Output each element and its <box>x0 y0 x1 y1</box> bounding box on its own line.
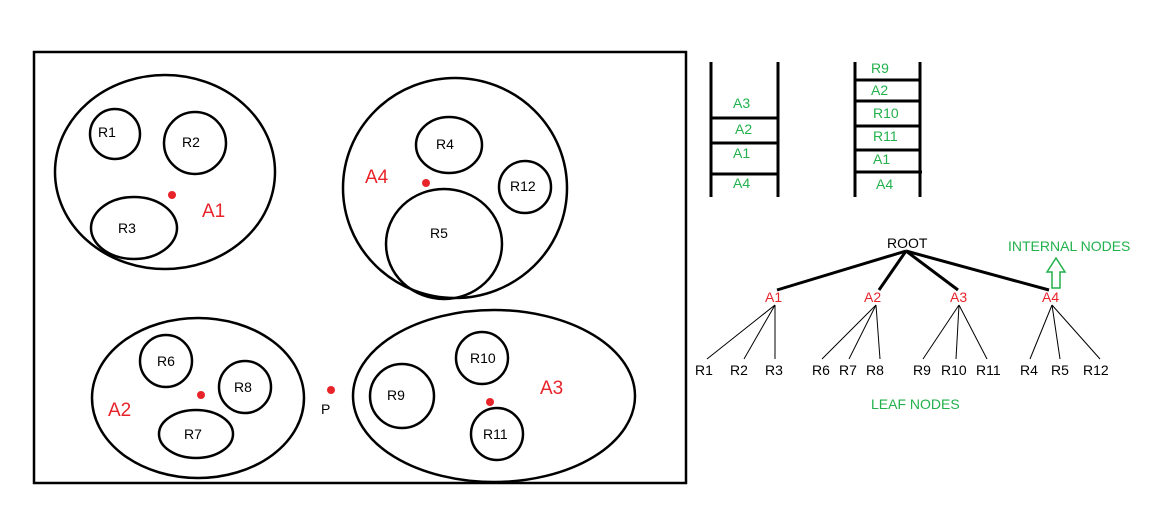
tree-leaf-node: R5 <box>1051 362 1069 378</box>
tree-edge-root-a3 <box>905 249 959 292</box>
region-r12-label: R12 <box>510 178 536 194</box>
region-r8-circle <box>217 359 273 415</box>
tree-leaf-node: R9 <box>913 362 931 378</box>
area-a1-ellipse <box>53 73 277 271</box>
region-r9-circle <box>368 362 436 430</box>
query-point-dot <box>327 386 335 394</box>
area-a2-label: A2 <box>108 400 131 421</box>
stack-2-item: A4 <box>876 176 893 192</box>
leaf-nodes-label: LEAF NODES <box>871 396 960 412</box>
area-a3-label: A3 <box>540 378 563 399</box>
region-r1-circle <box>88 107 142 161</box>
region-r10-label: R10 <box>470 350 496 366</box>
area-a4-center-dot <box>422 179 430 187</box>
area-a1-label: A1 <box>202 201 225 222</box>
region-r10-circle <box>454 330 510 386</box>
region-r2-label: R2 <box>182 134 200 150</box>
stack-1: A3 A2 A1 A4 <box>709 62 780 197</box>
region-r6-circle <box>138 333 194 389</box>
region-r9-label: R9 <box>387 387 405 403</box>
stack-1-item: A2 <box>735 121 752 137</box>
stack-1-item: A4 <box>733 175 750 191</box>
area-a4-label: A4 <box>365 167 389 188</box>
region-r3-ellipse <box>89 195 179 261</box>
tree-leaf-node: R11 <box>976 362 1001 378</box>
tree-leaf-node: R8 <box>866 362 884 378</box>
query-point-label: P <box>321 401 330 417</box>
region-r3-label: R3 <box>118 220 136 236</box>
region-r5-label: R5 <box>430 225 448 241</box>
tree-internal-node: A4 <box>1042 289 1059 305</box>
tree-edge-root-a2 <box>877 250 908 291</box>
region-r1-label: R1 <box>98 124 116 140</box>
tree-edge-root-a1 <box>776 249 907 292</box>
area-a2-center-dot <box>197 391 205 399</box>
stack-2-item: R10 <box>873 105 899 121</box>
stack-2-item: A1 <box>873 151 890 167</box>
area-a2-ellipse <box>90 316 306 480</box>
area-a1-center-dot <box>168 191 176 199</box>
region-r5-ellipse <box>384 187 504 301</box>
stack-1-item: A3 <box>733 95 750 111</box>
stack-2: R9 A2 R10 R11 A1 A4 <box>853 60 922 197</box>
tree-internal-node: A2 <box>864 289 881 305</box>
stack-2-item: R9 <box>871 60 889 76</box>
tree-internal-node: A3 <box>950 289 967 305</box>
internal-nodes-label: INTERNAL NODES <box>1008 238 1130 254</box>
tree-leaf-node: R12 <box>1083 362 1109 378</box>
area-a3-ellipse <box>351 308 637 484</box>
tree-leaf-node: R6 <box>812 362 830 378</box>
area-a3-center-dot <box>486 398 494 406</box>
tree-leaf-node: R4 <box>1020 362 1038 378</box>
tree-leaf-node: R1 <box>695 362 713 378</box>
region-r4-ellipse <box>414 115 484 175</box>
region-r6-label: R6 <box>157 353 175 369</box>
tree-root-label: ROOT <box>887 235 928 251</box>
region-r4-label: R4 <box>436 136 454 152</box>
tree-leaf-node: R2 <box>730 362 748 378</box>
region-r11-label: R11 <box>483 426 508 442</box>
up-arrow-icon <box>1045 256 1067 289</box>
region-r12-circle <box>497 159 553 215</box>
region-r7-ellipse <box>157 408 235 460</box>
tree-leaf-edges <box>706 304 1101 360</box>
tree-leaf-node: R3 <box>765 362 783 378</box>
space-boundary <box>32 50 688 485</box>
stack-2-item: R11 <box>873 128 898 144</box>
tree-leaf-node: R10 <box>941 362 967 378</box>
tree-internal-node: A1 <box>765 289 782 305</box>
tree-leaf-node: R7 <box>839 362 857 378</box>
region-r8-label: R8 <box>234 379 252 395</box>
region-r7-label: R7 <box>184 426 202 442</box>
stack-2-item: A2 <box>871 82 888 98</box>
stack-1-item: A1 <box>733 145 750 161</box>
tree-edge-root-a4 <box>905 249 1050 292</box>
region-r2-circle <box>162 110 228 176</box>
region-r11-circle <box>469 406 525 462</box>
